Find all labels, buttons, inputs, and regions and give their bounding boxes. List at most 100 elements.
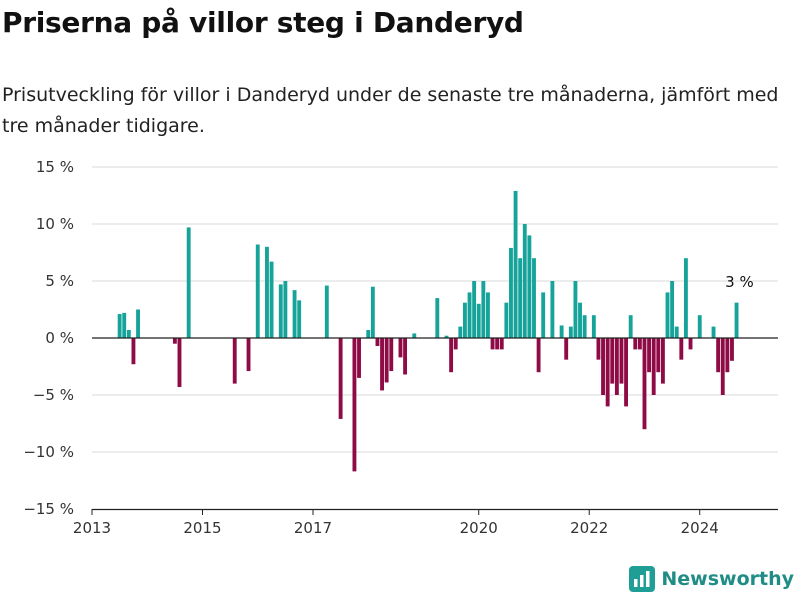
newsworthy-logo-text: Newsworthy bbox=[661, 568, 794, 590]
bar bbox=[582, 315, 587, 338]
bar bbox=[131, 338, 136, 365]
y-tick-label: 0 % bbox=[45, 329, 74, 347]
bar bbox=[665, 292, 670, 338]
x-tick-label: 2017 bbox=[294, 519, 332, 537]
y-tick-label: −10 % bbox=[23, 443, 74, 461]
bar bbox=[232, 338, 237, 384]
bar bbox=[255, 244, 260, 338]
bar bbox=[614, 338, 619, 395]
bar bbox=[513, 190, 518, 338]
bar bbox=[504, 302, 509, 338]
bar bbox=[518, 258, 523, 338]
bar bbox=[467, 292, 472, 338]
bar bbox=[122, 312, 127, 338]
bar bbox=[338, 338, 343, 419]
bar bbox=[532, 258, 536, 338]
bar bbox=[481, 281, 486, 338]
bar bbox=[527, 235, 532, 338]
bar bbox=[117, 314, 122, 338]
bar bbox=[472, 281, 477, 338]
bar bbox=[177, 338, 182, 388]
bar bbox=[601, 338, 605, 395]
y-tick-label: −15 % bbox=[23, 500, 74, 518]
bar bbox=[679, 338, 684, 360]
bar bbox=[136, 309, 140, 338]
bar bbox=[674, 326, 679, 338]
bar bbox=[499, 338, 504, 350]
x-tick-label: 2024 bbox=[681, 519, 719, 537]
bar bbox=[246, 338, 251, 372]
bar bbox=[324, 285, 329, 338]
bar bbox=[596, 338, 601, 360]
bar bbox=[462, 302, 467, 338]
bar bbox=[730, 338, 734, 361]
bar bbox=[283, 281, 288, 338]
bar bbox=[509, 247, 513, 338]
bar bbox=[172, 338, 177, 344]
bar bbox=[688, 338, 693, 350]
bar bbox=[444, 335, 449, 338]
bar bbox=[734, 302, 739, 338]
bar bbox=[265, 246, 269, 338]
bar bbox=[670, 281, 675, 338]
page-title: Priserna på villor steg i Danderyd bbox=[2, 6, 524, 39]
bar bbox=[720, 338, 725, 395]
bar bbox=[403, 338, 408, 375]
bar bbox=[357, 338, 361, 378]
bar bbox=[619, 338, 624, 384]
bar bbox=[656, 338, 661, 373]
bar bbox=[398, 338, 403, 358]
newsworthy-logo: Newsworthy bbox=[629, 566, 794, 592]
bar bbox=[683, 258, 688, 338]
chart-subtitle: Prisutveckling för villor i Danderyd und… bbox=[2, 84, 779, 137]
bar bbox=[716, 338, 721, 373]
bar bbox=[458, 326, 463, 338]
bar bbox=[725, 338, 730, 373]
bar bbox=[564, 338, 569, 360]
bar bbox=[380, 338, 384, 391]
bar bbox=[435, 298, 440, 338]
bar bbox=[624, 338, 628, 407]
x-tick-label: 2020 bbox=[460, 519, 498, 537]
y-tick-label: 10 % bbox=[36, 215, 74, 233]
bar bbox=[633, 338, 638, 350]
bar bbox=[522, 224, 527, 338]
bar bbox=[711, 326, 716, 338]
bar bbox=[186, 227, 191, 338]
bar bbox=[412, 333, 417, 338]
x-tick-label: 2015 bbox=[183, 519, 221, 537]
bar bbox=[495, 338, 500, 350]
bar bbox=[651, 338, 656, 395]
bar bbox=[541, 292, 546, 338]
newsworthy-logo-icon bbox=[629, 566, 656, 592]
bar bbox=[370, 286, 375, 338]
y-tick-label: −5 % bbox=[33, 386, 74, 404]
bar bbox=[578, 302, 582, 338]
bar bbox=[573, 281, 578, 338]
bar bbox=[536, 338, 541, 373]
bar bbox=[647, 338, 652, 373]
latest-value-label: 3 % bbox=[725, 273, 754, 291]
y-tick-label: 15 % bbox=[36, 158, 74, 176]
bar bbox=[375, 338, 380, 346]
bar bbox=[591, 315, 596, 338]
bar bbox=[637, 338, 642, 350]
bar bbox=[352, 338, 357, 472]
x-tick-label: 2022 bbox=[570, 519, 608, 537]
bar bbox=[660, 338, 665, 384]
bar bbox=[605, 338, 610, 407]
bar bbox=[486, 292, 490, 338]
x-tick-label: 2013 bbox=[73, 519, 111, 537]
bar bbox=[292, 290, 297, 338]
bar bbox=[550, 281, 555, 338]
bar bbox=[269, 261, 274, 338]
bar bbox=[126, 330, 131, 338]
bar bbox=[366, 330, 371, 338]
bar bbox=[453, 338, 458, 350]
bar bbox=[476, 303, 481, 338]
bar bbox=[389, 338, 394, 372]
y-tick-label: 5 % bbox=[45, 272, 74, 290]
bar bbox=[568, 326, 573, 338]
bar bbox=[559, 325, 564, 338]
